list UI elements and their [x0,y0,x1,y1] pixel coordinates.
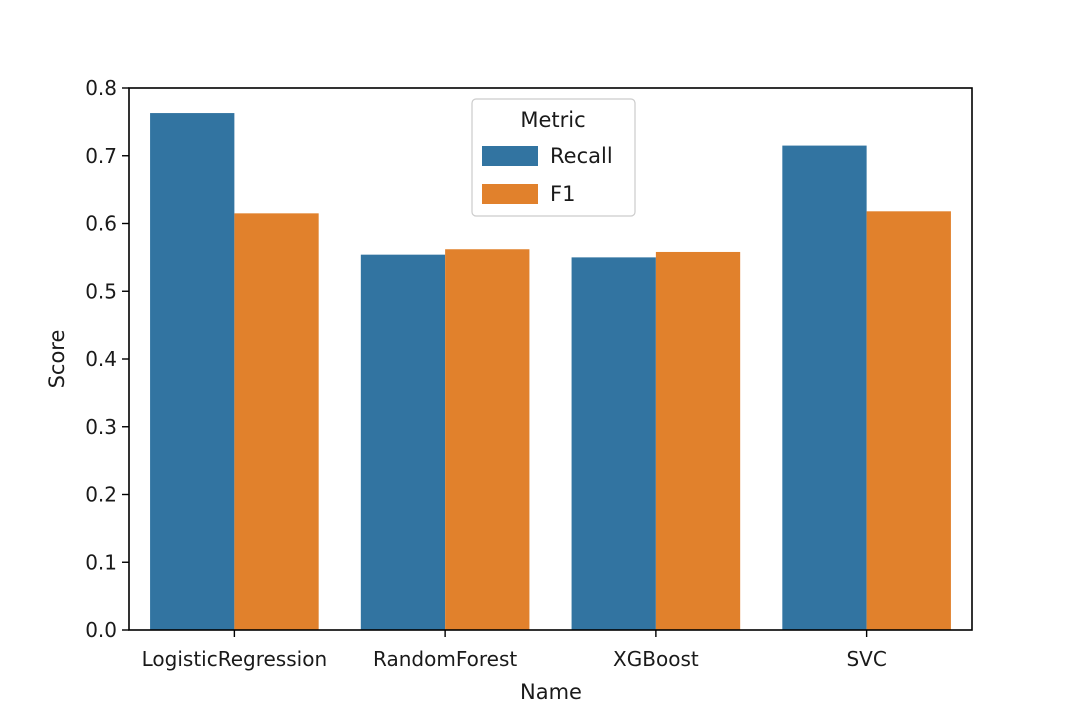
x-axis-label: Name [520,680,582,704]
legend: Metric Recall F1 [471,98,636,217]
bar-recall-svc [782,145,867,630]
x-axis: LogisticRegression RandomForest XGBoost SVC [142,630,887,671]
bar-recall-randomforest [360,254,446,631]
y-tick-label: 0.5 [85,279,117,303]
y-tick-label: 0.0 [85,618,117,642]
y-tick-label: 0.6 [85,212,117,236]
y-tick-label: 0.3 [85,415,117,439]
legend-swatch-recall [482,146,538,166]
x-tick-label: RandomForest [373,647,517,671]
bar-f1-svc [866,211,951,630]
bars-group [150,113,951,631]
bar-f1-randomforest [445,249,530,630]
bar-recall-logisticregression [150,113,235,630]
y-axis: 0.0 0.1 0.2 0.3 0.4 0.5 0.6 0.7 0.8 [85,76,129,642]
bar-f1-xgboost [655,251,741,630]
bar-f1-logisticregression [234,213,319,630]
legend-title: Metric [520,108,585,132]
legend-label-recall: Recall [550,144,613,168]
y-tick-label: 0.7 [85,144,117,168]
y-tick-label: 0.4 [85,347,117,371]
legend-swatch-f1 [482,184,538,204]
legend-label-f1: F1 [550,182,575,206]
y-tick-label: 0.1 [85,550,117,574]
x-tick-label: XGBoost [613,647,699,671]
bar-recall-xgboost [571,257,656,630]
y-tick-label: 0.2 [85,483,117,507]
y-tick-label: 0.8 [85,76,117,100]
y-axis-label: Score [45,330,69,389]
x-tick-label: SVC [846,647,886,671]
x-tick-label: LogisticRegression [142,647,328,671]
